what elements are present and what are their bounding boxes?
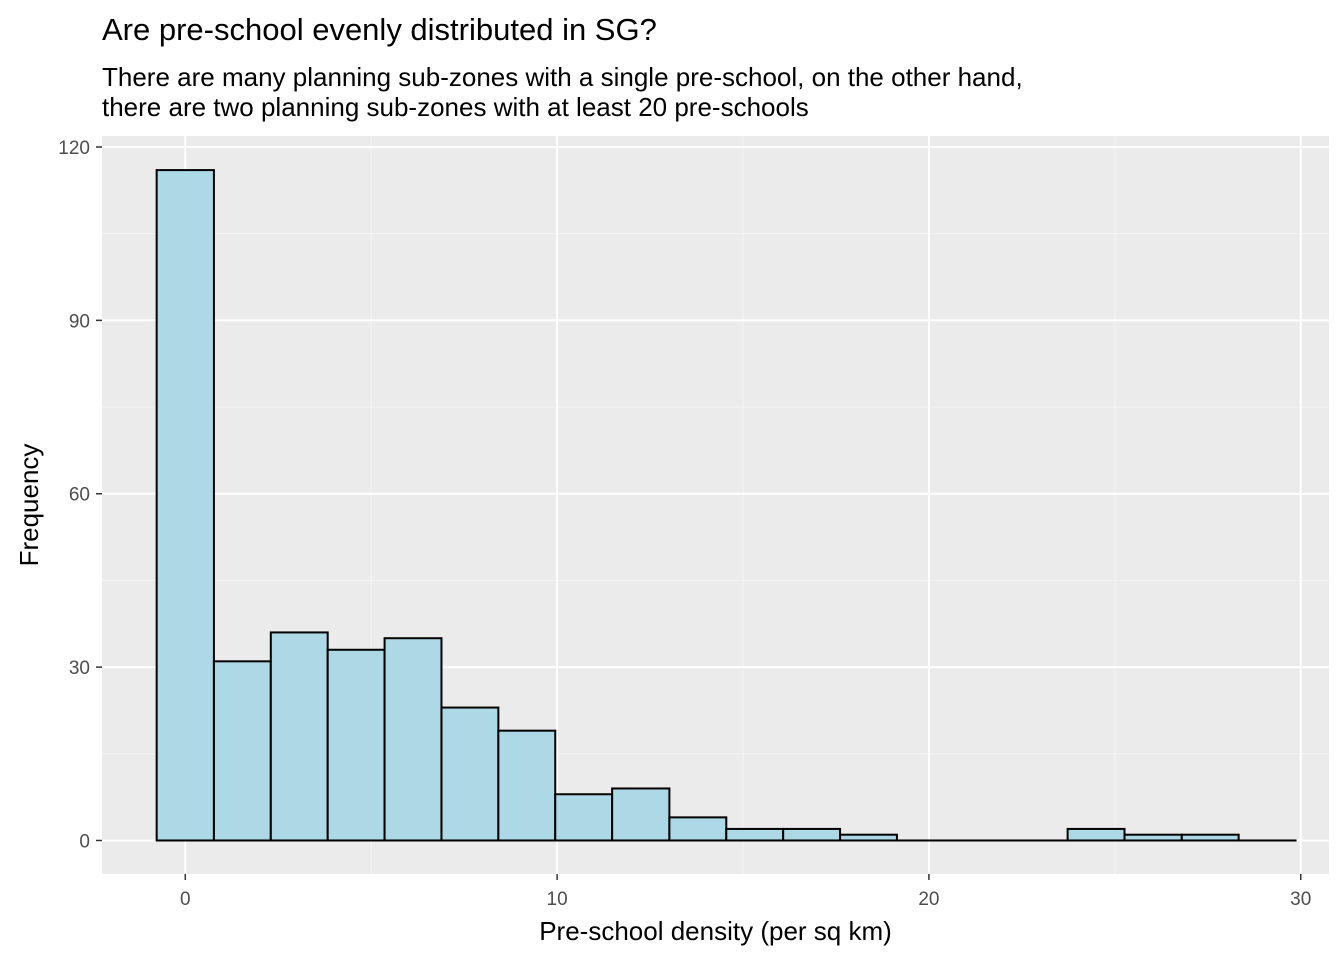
histogram-bar	[668, 816, 728, 842]
chart-subtitle-line-2: there are two planning sub-zones with at…	[102, 92, 809, 122]
histogram-bars	[155, 169, 1297, 842]
y-tick-label: 90	[69, 311, 90, 332]
y-axis: 0 30 60 90 120	[58, 138, 102, 852]
histogram-bar	[383, 637, 443, 842]
chart-title: Are pre-school evenly distributed in SG?	[102, 12, 657, 47]
histogram-bar	[1123, 833, 1183, 842]
histogram-bar	[782, 827, 842, 842]
x-tick-label: 0	[180, 889, 191, 910]
histogram-bar	[725, 827, 785, 842]
histogram-bar	[212, 660, 272, 842]
histogram-bar	[554, 793, 614, 842]
histogram-bar	[1066, 827, 1126, 842]
histogram-bar	[1180, 833, 1240, 842]
histogram-bar	[611, 787, 671, 842]
x-tick-label: 20	[918, 889, 939, 910]
chart-subtitle-line-1: There are many planning sub-zones with a…	[102, 62, 1023, 92]
y-tick-label: 60	[69, 485, 90, 506]
histogram-bar	[839, 833, 898, 842]
histogram-bar	[440, 706, 500, 842]
x-axis-title: Pre-school density (per sq km)	[539, 916, 892, 946]
histogram-bar	[155, 169, 215, 842]
histogram-bar	[269, 631, 329, 842]
x-tick-label: 10	[547, 889, 568, 910]
y-tick-label: 120	[58, 138, 90, 159]
x-axis: 0 10 20 30	[180, 874, 1311, 910]
chart-subtitle: There are many planning sub-zones with a…	[102, 62, 1023, 122]
y-tick-label: 0	[79, 831, 90, 852]
histogram-bar	[497, 729, 557, 842]
y-tick-label: 30	[69, 658, 90, 679]
y-axis-title: Frequency	[14, 444, 44, 567]
x-tick-label: 30	[1290, 889, 1311, 910]
histogram-bar	[326, 648, 386, 842]
